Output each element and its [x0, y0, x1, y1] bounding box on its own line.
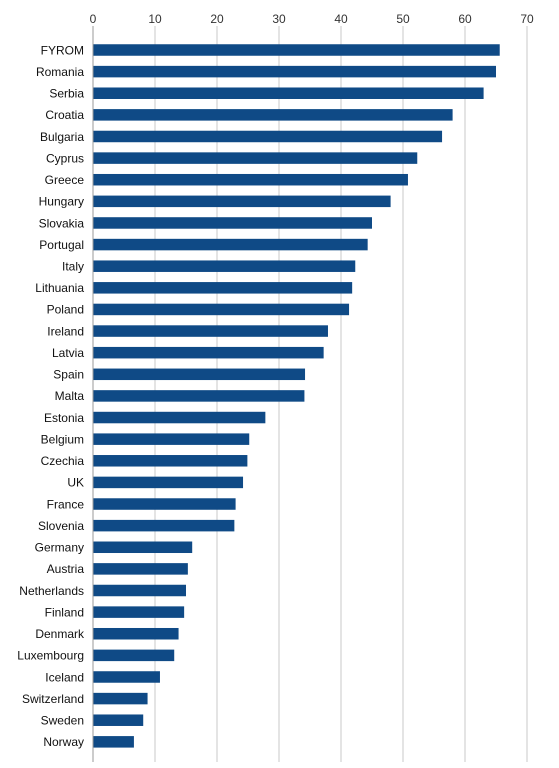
category-label-switzerland: Switzerland [22, 692, 84, 706]
bar-finland [93, 606, 185, 618]
bar-italy [93, 260, 356, 272]
category-label-bulgaria: Bulgaria [40, 130, 84, 144]
bar-greece [93, 173, 408, 186]
bar-cyprus [93, 152, 418, 164]
bar-france [93, 498, 236, 510]
bar-lithuania [93, 282, 353, 294]
bar-romania [93, 65, 496, 78]
x-tick-label-20: 20 [210, 12, 224, 26]
category-label-netherlands: Netherlands [19, 584, 84, 598]
category-label-finland: Finland [45, 605, 84, 619]
category-label-iceland: Iceland [45, 670, 84, 684]
category-label-czechia: Czechia [41, 454, 85, 468]
category-label-portugal: Portugal [39, 238, 84, 252]
x-tick-label-30: 30 [272, 12, 286, 26]
bar-bulgaria [93, 130, 443, 143]
bar-germany [93, 541, 193, 554]
category-label-estonia: Estonia [44, 411, 84, 425]
category-label-latvia: Latvia [52, 346, 84, 360]
category-label-serbia: Serbia [49, 87, 84, 101]
bar-luxembourg [93, 649, 175, 662]
category-label-uk: UK [67, 476, 84, 490]
bar-latvia [93, 346, 324, 359]
category-label-hungary: Hungary [39, 195, 84, 209]
bar-denmark [93, 627, 179, 640]
category-label-greece: Greece [45, 173, 85, 187]
category-label-belgium: Belgium [41, 432, 84, 446]
category-label-slovakia: Slovakia [39, 216, 85, 230]
bar-fyrom [93, 44, 500, 56]
category-label-austria: Austria [47, 562, 85, 576]
category-labels: FYROM Romania Serbia Croatia Bulgaria Cyprus G… [17, 43, 85, 749]
bar-uk [93, 476, 244, 489]
bar-spain [93, 368, 306, 381]
bar-ireland [93, 325, 328, 337]
x-tick-label-10: 10 [148, 12, 162, 26]
bar-sweden [93, 714, 144, 726]
x-tick-label-0: 0 [90, 12, 97, 26]
category-label-germany: Germany [35, 541, 84, 555]
bar-poland [93, 303, 350, 316]
bar-estonia [93, 411, 266, 424]
category-label-malta: Malta [55, 389, 85, 403]
bar-croatia [93, 109, 453, 121]
bar-serbia [93, 87, 484, 99]
category-label-slovenia: Slovenia [38, 519, 84, 533]
category-label-romania: Romania [36, 65, 84, 79]
bar-norway [93, 736, 134, 748]
x-tick-label-50: 50 [396, 12, 410, 26]
category-label-lithuania: Lithuania [35, 281, 84, 295]
x-axis-ticks: 0 10 20 30 40 50 60 70 [90, 12, 534, 26]
bar-iceland [93, 671, 160, 683]
x-tick-label-70: 70 [520, 12, 534, 26]
bar-belgium [93, 433, 250, 445]
bar-switzerland [93, 692, 148, 705]
category-label-poland: Poland [47, 303, 84, 317]
category-label-denmark: Denmark [35, 627, 85, 641]
category-label-ireland: Ireland [47, 324, 84, 338]
bar-portugal [93, 238, 368, 251]
bar-slovakia [93, 217, 372, 229]
category-label-cyprus: Cyprus [46, 151, 84, 165]
bar-austria [93, 563, 188, 575]
category-label-croatia: Croatia [45, 108, 84, 122]
category-label-italy: Italy [62, 260, 84, 274]
bars [93, 44, 500, 748]
bar-hungary [93, 195, 391, 208]
category-label-norway: Norway [43, 735, 84, 749]
bar-malta [93, 390, 305, 402]
x-tick-label-60: 60 [458, 12, 472, 26]
category-label-spain: Spain [53, 368, 84, 382]
bar-netherlands [93, 584, 186, 597]
category-label-luxembourg: Luxembourg [17, 649, 84, 663]
category-label-sweden: Sweden [41, 714, 84, 728]
x-tick-label-40: 40 [334, 12, 348, 26]
bar-czechia [93, 455, 248, 467]
category-label-france: France [47, 497, 85, 511]
category-label-fyrom: FYROM [41, 43, 84, 57]
bar-slovenia [93, 519, 235, 532]
